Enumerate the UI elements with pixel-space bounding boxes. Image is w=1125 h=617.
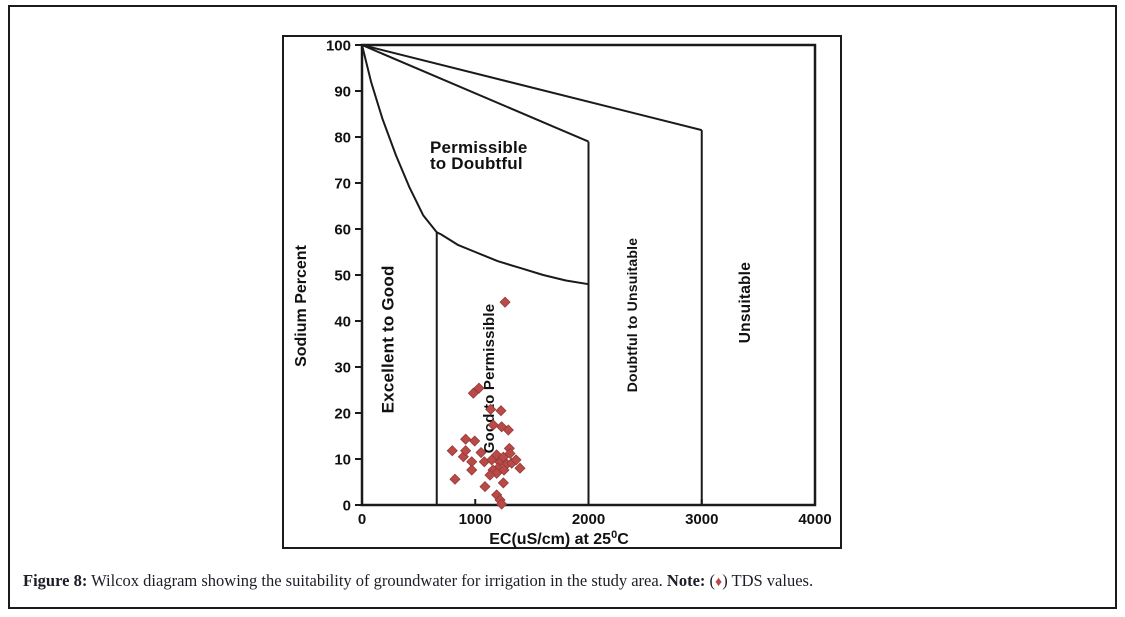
- caption-note-rest: ) TDS values.: [722, 571, 814, 590]
- data-point: [498, 464, 510, 476]
- tds-diamond-icon: ♦: [715, 575, 723, 590]
- wilcox-chart: 0 10 20 30 40 50 60 70 80 90 100 0 1000 2000 3000 4000 E…: [282, 35, 842, 549]
- data-point: [485, 403, 497, 415]
- zone-boundary-ray: [361, 44, 702, 132]
- data-point: [473, 382, 485, 394]
- data-point: [460, 433, 472, 445]
- y-tick-label: 30: [334, 360, 351, 377]
- data-point: [502, 424, 514, 436]
- data-point: [460, 445, 472, 457]
- zone-label-to-doubtful: to Doubtful: [430, 154, 523, 173]
- y-tick-label: 20: [334, 406, 351, 423]
- y-tick-label: 100: [326, 38, 351, 55]
- data-point: [449, 473, 461, 485]
- data-point: [497, 477, 509, 489]
- data-point: [484, 469, 496, 481]
- caption-text: Wilcox diagram showing the suitability o…: [87, 571, 667, 590]
- y-tick-label: 50: [334, 268, 351, 285]
- y-tick-label: 80: [334, 130, 351, 147]
- figure-caption: Figure 8: Wilcox diagram showing the sui…: [23, 571, 813, 591]
- x-tick-label: 3000: [685, 511, 718, 528]
- data-point: [510, 454, 522, 466]
- zone-label-unsuitable: Unsuitable: [737, 262, 754, 343]
- zone-label-good-to-permissible: Good to Permissible: [481, 304, 498, 454]
- zone-label-permissible: Permissible: [430, 138, 528, 157]
- x-tick-label: 2000: [572, 511, 605, 528]
- zone-label-doubtful-to-unsuitable: Doubtful to Unsuitable: [624, 238, 640, 393]
- caption-note-open: (: [705, 571, 716, 590]
- data-point: [491, 467, 503, 479]
- caption-note-label: Note:: [666, 571, 706, 590]
- y-tick-label: 10: [334, 452, 351, 469]
- x-tick-label: 4000: [798, 511, 831, 528]
- y-tick-label: 0: [343, 498, 351, 515]
- x-tick-label: 1000: [459, 511, 492, 528]
- y-tick-label: 70: [334, 176, 351, 193]
- data-point: [479, 481, 491, 493]
- figure-border: 0 10 20 30 40 50 60 70 80 90 100 0 1000 2000 3000 4000 E…: [8, 5, 1117, 609]
- data-point: [475, 446, 487, 459]
- data-point: [467, 387, 479, 399]
- data-point: [499, 296, 511, 308]
- zone-label-excellent-to-good: Excellent to Good: [379, 265, 398, 413]
- data-point: [487, 419, 499, 431]
- y-tick-label: 60: [334, 222, 351, 239]
- caption-figure-label: Figure 8:: [23, 571, 88, 590]
- data-point: [446, 445, 458, 457]
- data-point: [514, 462, 526, 474]
- y-tick-label: 90: [334, 84, 351, 101]
- data-point: [495, 405, 507, 417]
- data-point: [504, 447, 516, 460]
- zone-boundary-ray: [361, 44, 589, 143]
- zone-boundary-curve: [361, 44, 589, 286]
- data-point: [496, 498, 508, 510]
- y-tick-label: 40: [334, 314, 351, 331]
- x-axis-label: EC(uS/cm) at 250C: [489, 529, 629, 547]
- x-tick-label: 0: [358, 511, 366, 528]
- data-point: [466, 464, 478, 476]
- data-point: [469, 435, 481, 447]
- y-axis-label: Sodium Percent: [293, 244, 310, 366]
